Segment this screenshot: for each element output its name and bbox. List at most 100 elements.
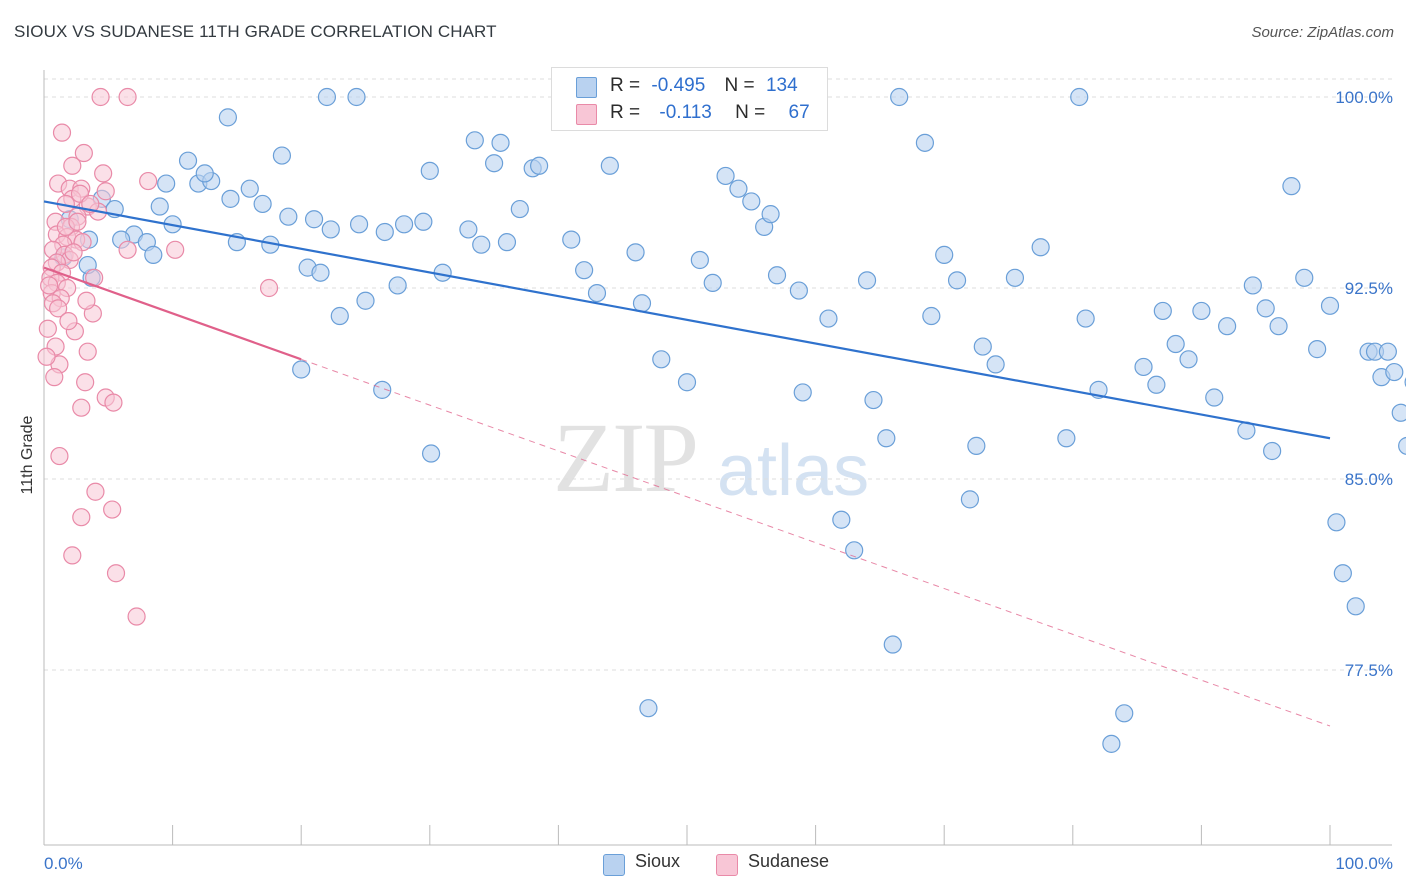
sioux-point xyxy=(375,222,394,242)
sudanese-point xyxy=(38,319,57,338)
sioux-point xyxy=(485,154,504,173)
sioux-point xyxy=(1102,734,1121,753)
legend-item-sudanese: Sudanese xyxy=(748,851,830,871)
sioux-point xyxy=(530,156,549,175)
sioux-point xyxy=(349,215,369,234)
sioux-point xyxy=(1263,441,1282,461)
sudanese-point xyxy=(127,607,146,626)
sudanese-point xyxy=(63,546,82,565)
watermark-atlas: atlas xyxy=(717,431,870,511)
sioux-point xyxy=(922,306,941,326)
sudanese-point xyxy=(166,240,185,259)
sioux-point xyxy=(459,220,478,239)
sioux-point xyxy=(1057,429,1076,448)
sudanese-trend-line xyxy=(43,266,302,361)
sioux-point xyxy=(703,273,722,293)
sioux-point xyxy=(789,281,808,300)
sioux-point xyxy=(632,294,652,313)
sudanese-point xyxy=(104,393,123,412)
n-label: N = xyxy=(735,102,766,123)
sudanese-point xyxy=(94,164,113,183)
sioux-point xyxy=(819,309,838,328)
sioux-point xyxy=(347,87,366,107)
sioux-point xyxy=(421,444,441,463)
y-tick-label: 85.0% xyxy=(1345,470,1393,489)
sioux-point xyxy=(960,490,980,509)
watermark-zip: ZIP xyxy=(553,402,699,513)
sioux-point xyxy=(1256,299,1275,318)
sioux-point xyxy=(1269,317,1288,336)
sioux-point xyxy=(1385,362,1404,382)
sioux-point xyxy=(1327,513,1346,532)
sioux-point xyxy=(272,146,292,165)
sioux-point xyxy=(677,373,697,392)
sioux-point xyxy=(394,215,414,234)
sudanese-point xyxy=(72,508,91,527)
sioux-point xyxy=(864,390,883,410)
sudanese-point xyxy=(64,243,83,262)
sioux-point xyxy=(1076,309,1095,328)
sioux-point xyxy=(716,166,735,186)
sioux-point xyxy=(1166,334,1185,354)
sudanese-point xyxy=(40,276,59,295)
sioux-point xyxy=(639,699,658,718)
r-label: R = xyxy=(610,102,641,123)
sudanese-point xyxy=(37,347,56,366)
sioux-point xyxy=(1031,238,1050,257)
sioux-trend-line xyxy=(43,200,1331,440)
sioux-point xyxy=(491,133,510,152)
sioux-point xyxy=(1147,375,1166,394)
x-tick-label-min: 0.0% xyxy=(44,854,83,873)
sioux-point xyxy=(317,87,337,107)
sioux-point xyxy=(420,161,439,180)
sudanese-point xyxy=(78,342,97,361)
sudanese-point xyxy=(49,299,68,318)
sioux-point xyxy=(967,436,986,455)
trend-lines xyxy=(43,200,1331,727)
sioux-point xyxy=(857,271,877,290)
stats-legend: R = -0.495 N = 134 R = -0.113 N = 67 xyxy=(551,67,828,131)
sioux-point xyxy=(311,263,330,282)
sioux-point xyxy=(1115,704,1134,723)
sioux-point xyxy=(240,179,259,198)
sioux-point xyxy=(144,245,163,264)
sioux-point xyxy=(218,108,237,127)
sioux-point xyxy=(1333,564,1352,583)
sioux-point xyxy=(1192,301,1211,321)
sioux-point xyxy=(356,291,375,310)
sioux-point xyxy=(832,510,851,529)
sioux-point xyxy=(845,541,864,560)
sioux-point xyxy=(279,207,298,226)
legend-item-sioux: Sioux xyxy=(635,851,681,871)
sioux-point xyxy=(915,133,935,152)
y-tick-label: 92.5% xyxy=(1345,279,1393,298)
axes xyxy=(43,70,1392,846)
sudanese-point xyxy=(86,482,105,501)
sioux-point xyxy=(1378,342,1397,361)
sudanese-trend-extension xyxy=(301,358,1331,727)
sioux-point xyxy=(178,151,198,170)
sioux-point xyxy=(1243,276,1262,295)
sioux-swatch xyxy=(576,77,597,98)
sioux-legend-swatch xyxy=(603,854,625,876)
sioux-point xyxy=(253,194,272,214)
sioux-point xyxy=(986,355,1005,374)
sudanese-point xyxy=(96,182,115,201)
sioux-point xyxy=(1205,388,1224,407)
sioux-point xyxy=(883,635,902,654)
sioux-series xyxy=(54,87,1406,753)
sudanese-series xyxy=(37,87,279,626)
sioux-point xyxy=(793,383,812,402)
sudanese-point xyxy=(68,212,87,231)
sudanese-point xyxy=(76,373,95,392)
y-tick-label: 100.0% xyxy=(1335,88,1393,107)
sudanese-point xyxy=(45,368,64,387)
grid-lines xyxy=(44,78,1392,671)
sioux-point xyxy=(877,429,896,448)
sioux-point xyxy=(388,276,407,295)
sioux-point xyxy=(414,212,433,231)
sioux-point xyxy=(1308,340,1327,359)
sudanese-legend-swatch xyxy=(716,854,738,876)
sudanese-point xyxy=(118,240,137,259)
sioux-point xyxy=(1391,403,1406,422)
